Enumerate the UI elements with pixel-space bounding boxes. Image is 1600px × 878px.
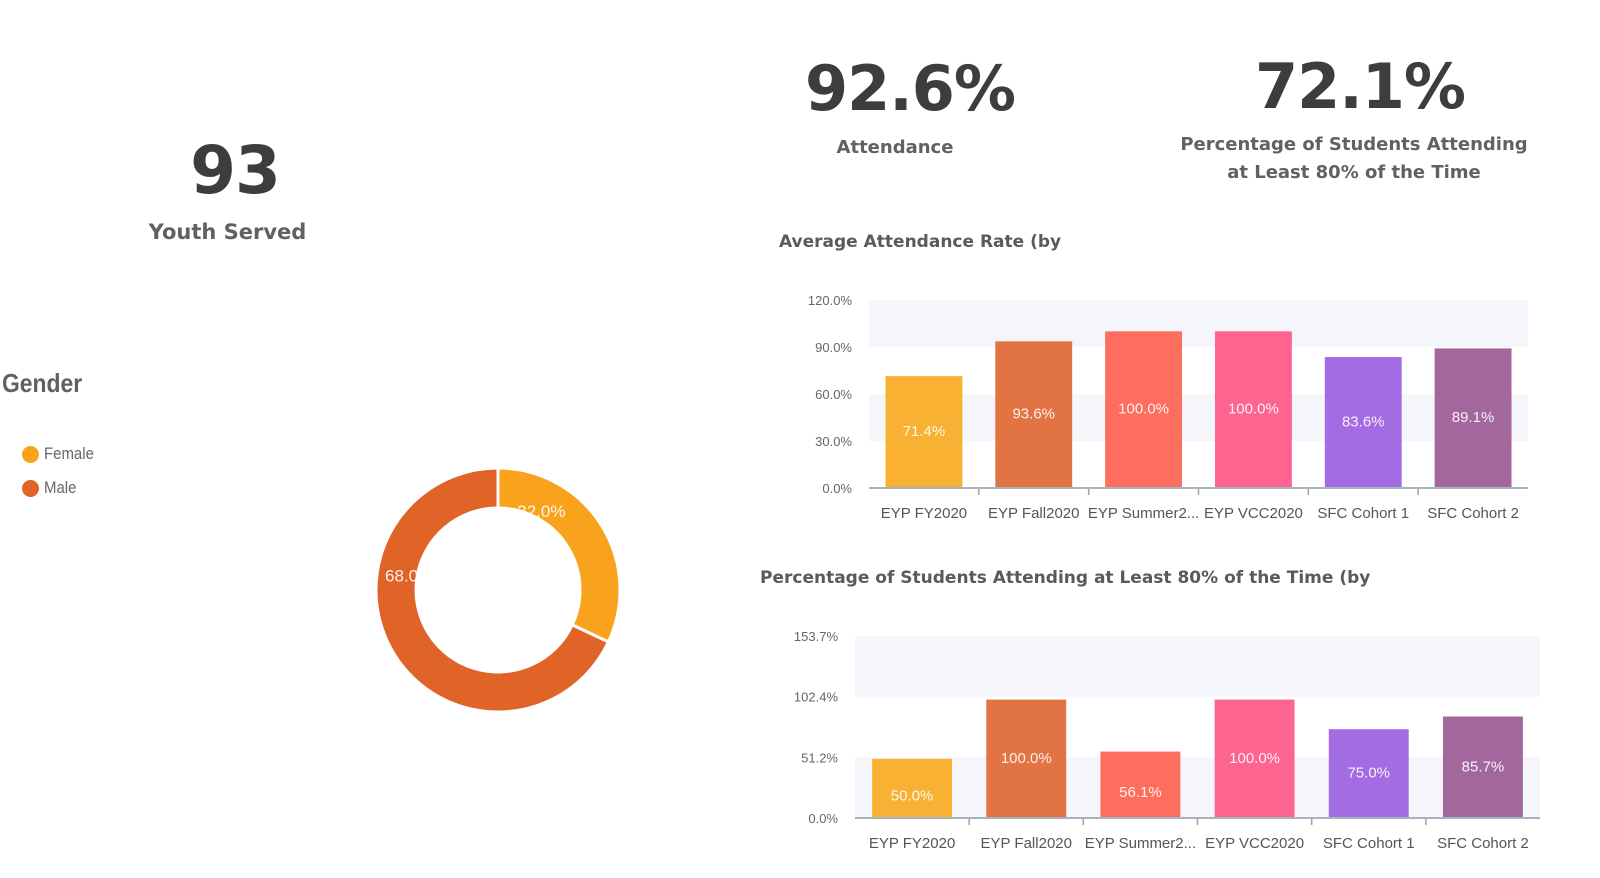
gender-chart-title: Gender (2, 368, 83, 398)
pct80-bar-chart: 0.0% 51.2% 102.4% 153.7% 50.0% EYP FY2020 100.… (794, 629, 1540, 852)
avg-attendance-data-label: 89.1% (1452, 409, 1495, 426)
attendance-value: 92.6% (804, 52, 1016, 125)
pct80-data-label: 100.0% (1229, 750, 1280, 767)
avg-attendance-ytick-label: 30.0% (815, 434, 852, 449)
pct80-data-label: 100.0% (1001, 750, 1052, 767)
pct80-ytick-label: 51.2% (801, 750, 838, 765)
legend-item-female[interactable]: Female (22, 444, 101, 464)
pct80-xtick-label: EYP Summer2... (1085, 835, 1196, 852)
avg-attendance-bar[interactable] (885, 376, 963, 488)
avg-attendance-chart-title: Average Attendance Rate (by (779, 232, 1062, 252)
avg-attendance-data-label: 71.4% (903, 423, 946, 440)
legend-label-male: Male (44, 478, 77, 497)
avg-attendance-bar[interactable] (1434, 348, 1512, 488)
avg-attendance-bar[interactable] (1324, 357, 1402, 488)
avg-attendance-bar-chart: 0.0% 30.0% 60.0% 90.0% 120.0% 71.4% EYP FY2020… (808, 293, 1528, 522)
avg-attendance-ytick-label: 0.0% (822, 481, 852, 496)
pct80-bar[interactable] (1328, 729, 1409, 818)
pct80-chart-title: Percentage of Students Attending at Leas… (760, 568, 1371, 588)
pct80-label-line2: at Least 80% of the Time (1227, 162, 1481, 183)
pct80-data-label: 85.7% (1462, 758, 1505, 775)
pct80-grid-band (855, 757, 1540, 818)
pct80-data-label: 50.0% (891, 787, 934, 804)
pct80-bar[interactable] (1100, 751, 1181, 818)
legend-label-female: Female (44, 444, 94, 463)
avg-attendance-ytick-label: 60.0% (815, 387, 852, 402)
avg-attendance-xtick-label: EYP Fall2020 (988, 505, 1079, 522)
avg-attendance-data-label: 100.0% (1118, 401, 1169, 418)
pct80-bar[interactable] (1442, 716, 1523, 818)
pct80-value: 72.1% (1254, 50, 1466, 123)
youth-served-label: Youth Served (148, 220, 307, 244)
avg-attendance-xtick-label: EYP Summer2... (1088, 505, 1199, 522)
pct80-xtick-label: SFC Cohort 2 (1437, 835, 1529, 852)
avg-attendance-data-label: 100.0% (1228, 401, 1279, 418)
pct80-xtick-label: EYP VCC2020 (1205, 835, 1304, 852)
avg-attendance-xtick-label: EYP FY2020 (881, 505, 967, 522)
attendance-label: Attendance (836, 137, 954, 158)
pct80-data-label: 75.0% (1347, 765, 1390, 782)
avg-attendance-data-label: 83.6% (1342, 414, 1385, 431)
pct80-ytick-label: 102.4% (794, 690, 839, 705)
avg-attendance-data-label: 93.6% (1012, 406, 1055, 423)
avg-attendance-xtick-label: EYP VCC2020 (1204, 505, 1303, 522)
pct80-xtick-label: EYP Fall2020 (981, 835, 1072, 852)
pct80-xtick-label: EYP FY2020 (869, 835, 955, 852)
pct80-xtick-label: SFC Cohort 1 (1323, 835, 1415, 852)
avg-attendance-bar[interactable] (995, 341, 1073, 488)
avg-attendance-ytick-label: 120.0% (808, 293, 853, 308)
pct80-bar[interactable] (1214, 699, 1295, 818)
pct80-bar[interactable] (986, 699, 1067, 818)
avg-attendance-bar[interactable] (1105, 331, 1183, 488)
avg-attendance-xtick-label: SFC Cohort 2 (1427, 505, 1519, 522)
pct80-data-label: 56.1% (1119, 784, 1162, 801)
youth-served-value: 93 (190, 132, 281, 209)
legend-dot-female-icon (22, 445, 39, 463)
avg-attendance-grid-band (869, 394, 1528, 441)
pct80-ytick-label: 153.7% (794, 629, 839, 644)
avg-attendance-ytick-label: 90.0% (815, 340, 852, 355)
pct80-bar[interactable] (872, 758, 953, 818)
pct80-label-line1: Percentage of Students Attending (1180, 134, 1528, 155)
pct80-ytick-label: 0.0% (808, 811, 838, 826)
avg-attendance-xtick-label: SFC Cohort 1 (1317, 505, 1409, 522)
legend-item-male[interactable]: Male (22, 478, 81, 498)
pct80-grid-band (855, 636, 1540, 697)
avg-attendance-grid-band (869, 300, 1528, 347)
legend-dot-male-icon (22, 479, 39, 497)
avg-attendance-bar[interactable] (1214, 331, 1292, 488)
